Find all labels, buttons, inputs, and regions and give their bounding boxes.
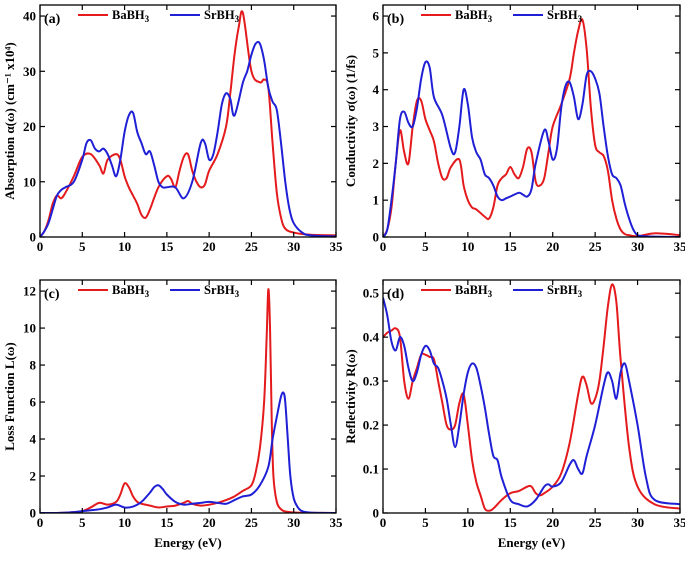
- y-tick-label: 6: [30, 395, 37, 410]
- x-tick-label: 20: [546, 515, 559, 530]
- x-tick-label: 20: [203, 239, 216, 254]
- x-axis-label: Energy (eV): [498, 535, 566, 550]
- legend-label-srbh3: SrBH3: [204, 283, 240, 299]
- panel-label: (c): [44, 287, 60, 302]
- x-tick-label: 0: [380, 515, 387, 530]
- y-tick-label: 8: [30, 358, 37, 373]
- y-tick-label: 0: [30, 506, 37, 521]
- y-tick-label: 40: [23, 9, 36, 24]
- legend-label-babh3: BaBH3: [455, 8, 493, 24]
- y-axis-label: Conductivity σ(ω) (1/fs): [343, 55, 358, 187]
- x-tick-label: 25: [245, 515, 259, 530]
- x-tick-label: 25: [245, 239, 259, 254]
- panel-label: (a): [44, 12, 61, 27]
- panel-label: (b): [387, 12, 404, 27]
- y-tick-label: 4: [30, 432, 37, 447]
- x-tick-label: 20: [546, 239, 559, 254]
- y-tick-label: 12: [23, 284, 36, 299]
- legend-label-babh3: BaBH3: [112, 283, 150, 299]
- x-tick-label: 5: [422, 239, 429, 254]
- y-tick-label: 0: [373, 506, 380, 521]
- y-tick-label: 5: [373, 45, 380, 60]
- x-tick-label: 35: [674, 239, 685, 254]
- x-tick-label: 35: [674, 515, 685, 530]
- x-tick-label: 35: [330, 239, 344, 254]
- legend-label-babh3: BaBH3: [455, 283, 493, 299]
- x-tick-label: 25: [589, 515, 603, 530]
- x-tick-label: 10: [118, 515, 131, 530]
- x-tick-label: 30: [287, 515, 300, 530]
- y-tick-label: 6: [373, 9, 380, 24]
- x-tick-label: 30: [631, 515, 644, 530]
- y-tick-label: 10: [23, 321, 36, 336]
- x-tick-label: 35: [330, 515, 344, 530]
- y-axis-label: Absorption α(ω) (cm⁻¹ x10⁴): [2, 42, 17, 199]
- y-tick-label: 1: [373, 193, 380, 208]
- y-tick-label: 30: [23, 64, 36, 79]
- y-tick-label: 2: [30, 469, 37, 484]
- x-tick-label: 15: [504, 239, 518, 254]
- legend-label-babh3: BaBH3: [112, 8, 150, 24]
- legend-label-srbh3: SrBH3: [547, 283, 583, 299]
- x-axis-label: Energy (eV): [154, 535, 222, 550]
- x-tick-label: 0: [37, 515, 44, 530]
- y-tick-label: 0: [373, 230, 380, 245]
- y-tick-label: 0.4: [363, 330, 380, 345]
- y-tick-label: 4: [373, 82, 380, 97]
- x-tick-label: 15: [160, 515, 174, 530]
- x-tick-label: 5: [79, 515, 86, 530]
- legend-label-srbh3: SrBH3: [204, 8, 240, 24]
- x-tick-label: 10: [461, 239, 474, 254]
- y-tick-label: 3: [373, 119, 380, 134]
- y-tick-label: 10: [23, 174, 36, 189]
- x-tick-label: 0: [380, 239, 387, 254]
- y-tick-label: 0: [30, 230, 37, 245]
- y-tick-label: 0.1: [363, 462, 379, 477]
- x-tick-label: 15: [160, 239, 174, 254]
- legend-label-srbh3: SrBH3: [547, 8, 583, 24]
- y-axis-label: Loss Function L(ω): [2, 342, 17, 450]
- x-tick-label: 0: [37, 239, 44, 254]
- x-tick-label: 10: [118, 239, 131, 254]
- panel-label: (d): [387, 287, 404, 302]
- x-tick-label: 5: [79, 239, 86, 254]
- x-tick-label: 5: [422, 515, 429, 530]
- y-tick-label: 0.3: [363, 374, 380, 389]
- x-tick-label: 15: [504, 515, 518, 530]
- x-tick-label: 30: [631, 239, 644, 254]
- x-tick-label: 25: [589, 239, 603, 254]
- x-tick-label: 30: [287, 239, 300, 254]
- y-tick-label: 0.2: [363, 418, 379, 433]
- y-tick-label: 20: [23, 119, 36, 134]
- x-tick-label: 20: [203, 515, 216, 530]
- y-axis-label: Reflectivity R(ω): [343, 349, 358, 443]
- y-tick-label: 0.5: [363, 286, 380, 301]
- x-tick-label: 10: [461, 515, 474, 530]
- y-tick-label: 2: [373, 156, 380, 171]
